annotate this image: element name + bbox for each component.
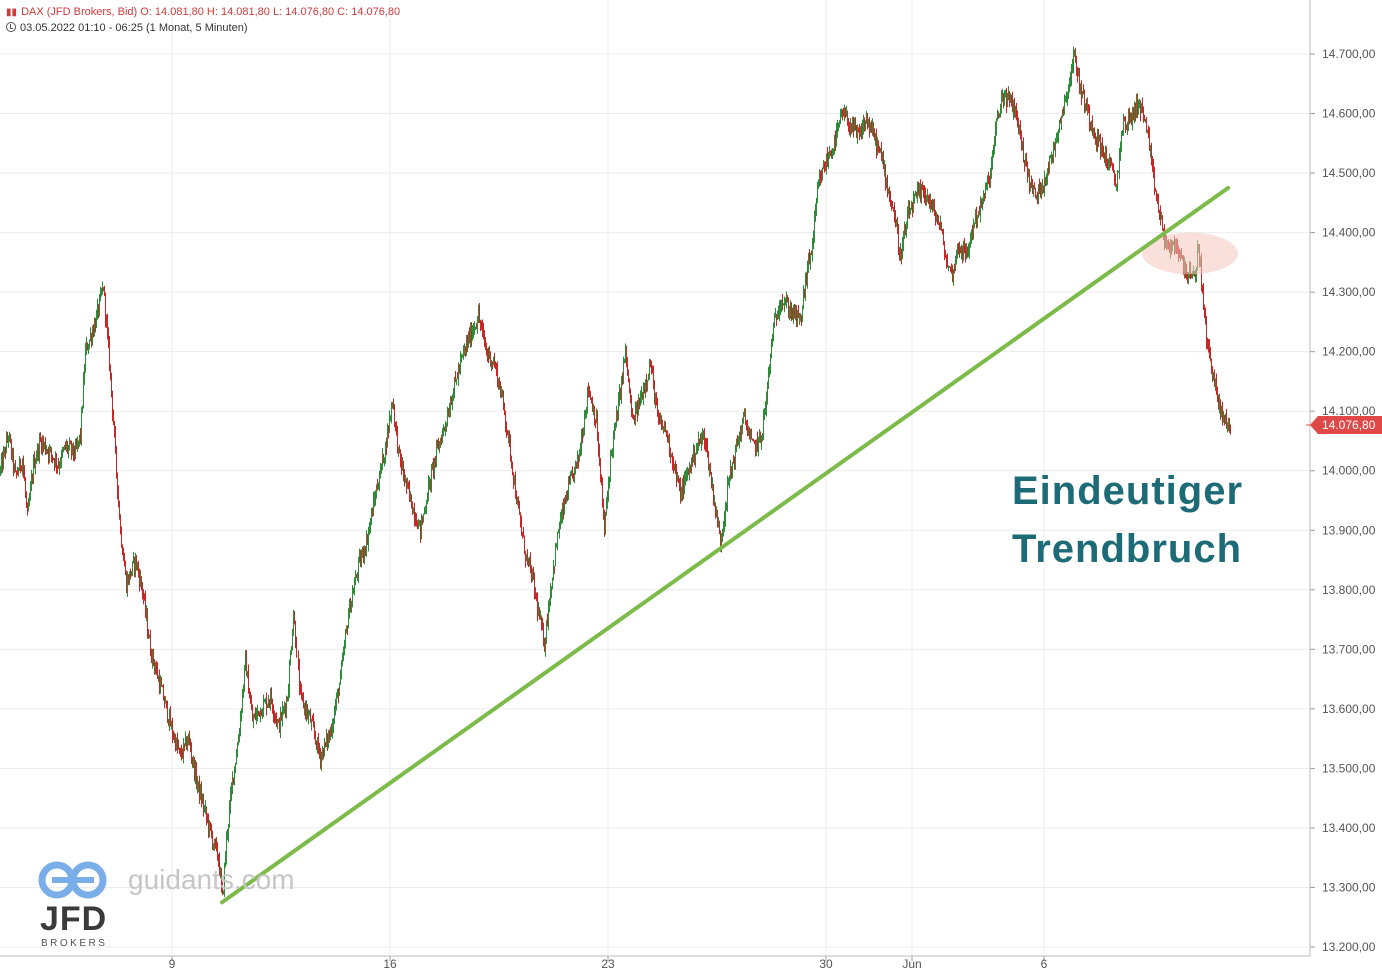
jfd-logo-subtitle: BROKERS [41,938,108,949]
y-tick-label: 14.400,00 [1322,226,1376,240]
y-tick-label: 13.200,00 [1322,940,1376,954]
x-tick-label: 9 [169,957,176,971]
y-tick-label: 14.200,00 [1322,345,1376,359]
grid [0,0,1310,956]
guidants-logo-icon [38,861,107,899]
x-tick-label: 6 [1041,957,1048,971]
trendline [220,185,1230,905]
guidants-watermark: guidants.com [128,864,295,895]
y-tick-label: 13.400,00 [1322,821,1376,835]
annotation-line-1: Eindeutiger [1012,469,1244,513]
time-header: 03.05.2022 01:10 - 06:25 (1 Monat, 5 Min… [6,22,248,34]
y-tick-label: 13.600,00 [1322,702,1376,716]
y-tick-label: 13.500,00 [1322,761,1376,775]
y-tick-label: 14.500,00 [1322,166,1376,180]
last-price-label: 14.076,80 [1322,418,1376,432]
trend-break-annotation: Eindeutiger Trendbruch [1012,462,1243,578]
time-range-text: 03.05.2022 01:10 - 06:25 (1 Monat, 5 Min… [20,22,248,34]
y-tick-label: 14.600,00 [1322,107,1376,121]
y-tick-label: 13.800,00 [1322,583,1376,597]
x-tick-label: 16 [383,957,397,971]
y-tick-label: 14.100,00 [1322,404,1376,418]
overlays [220,185,1238,905]
instrument-header: ▮▮ DAX (JFD Brokers, Bid) O: 14.081,80 H… [6,6,400,18]
annotation-line-2: Trendbruch [1012,527,1243,571]
last-price-tag [1310,416,1382,435]
y-tick-label: 13.900,00 [1322,523,1376,537]
price-candles [0,46,1231,897]
x-tick-label: Jun [902,957,921,971]
y-tick-label: 13.300,00 [1322,880,1376,894]
y-tick-label: 14.700,00 [1322,47,1376,61]
x-tick-label: 23 [601,957,615,971]
candles-icon: ▮▮ [6,7,18,18]
y-tick-label: 14.000,00 [1322,464,1376,478]
y-tick-label: 14.300,00 [1322,285,1376,299]
jfd-logo: JFD [40,900,108,938]
instrument-ohlc-text: DAX (JFD Brokers, Bid) O: 14.081,80 H: 1… [21,6,401,18]
trend-break-highlight [1142,232,1238,275]
x-tick-label: 30 [819,957,833,971]
y-tick-label: 13.700,00 [1322,642,1376,656]
clock-icon [6,22,16,32]
